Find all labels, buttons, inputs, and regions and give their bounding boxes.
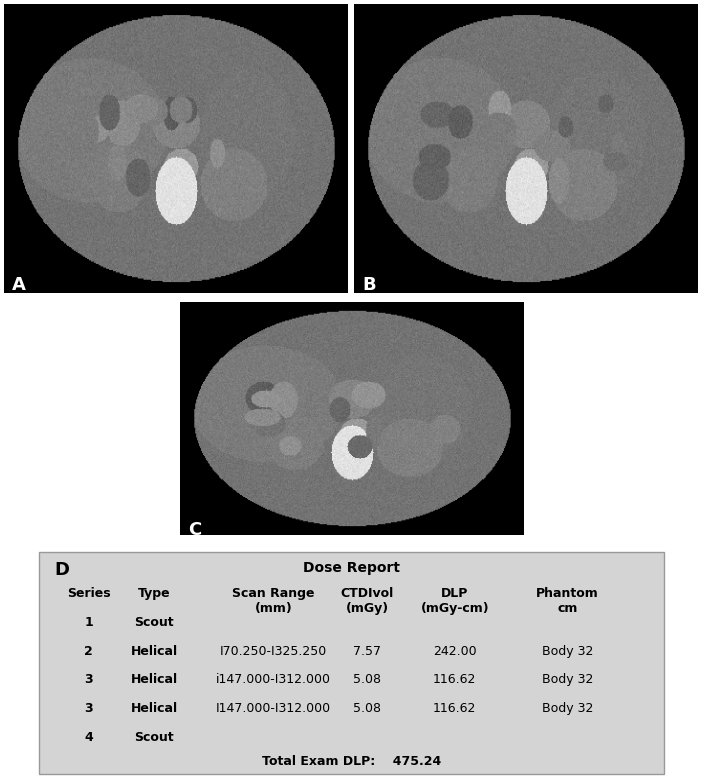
Text: 7.57: 7.57	[353, 644, 381, 657]
Text: C: C	[188, 521, 202, 539]
Text: D: D	[54, 561, 70, 580]
Text: 5.08: 5.08	[353, 703, 381, 715]
Text: 116.62: 116.62	[433, 674, 477, 686]
Text: Type: Type	[138, 587, 171, 600]
Text: Phantom
cm: Phantom cm	[536, 587, 599, 615]
Text: B: B	[362, 276, 376, 294]
Text: 116.62: 116.62	[433, 703, 477, 715]
Text: Series: Series	[67, 587, 110, 600]
Text: 5.08: 5.08	[353, 674, 381, 686]
FancyBboxPatch shape	[39, 552, 664, 774]
Text: Total Exam DLP:    475.24: Total Exam DLP: 475.24	[262, 755, 441, 769]
Text: CTDIvol
(mGy): CTDIvol (mGy)	[340, 587, 394, 615]
Text: Scout: Scout	[134, 731, 174, 744]
Text: A: A	[12, 276, 26, 294]
Text: Body 32: Body 32	[542, 674, 593, 686]
Text: Scan Range
(mm): Scan Range (mm)	[232, 587, 314, 615]
Text: Body 32: Body 32	[542, 644, 593, 657]
Text: Helical: Helical	[131, 644, 178, 657]
Text: Scout: Scout	[134, 615, 174, 629]
Text: Body 32: Body 32	[542, 703, 593, 715]
Text: i147.000-I312.000: i147.000-I312.000	[216, 674, 331, 686]
Text: 242.00: 242.00	[433, 644, 477, 657]
Text: 3: 3	[84, 674, 93, 686]
Text: DLP
(mGy-cm): DLP (mGy-cm)	[420, 587, 489, 615]
Text: 1: 1	[84, 615, 93, 629]
Text: 4: 4	[84, 731, 93, 744]
Text: 3: 3	[84, 703, 93, 715]
Text: Helical: Helical	[131, 703, 178, 715]
Text: I70.250-I325.250: I70.250-I325.250	[219, 644, 327, 657]
Text: Helical: Helical	[131, 674, 178, 686]
Text: I147.000-I312.000: I147.000-I312.000	[216, 703, 331, 715]
Text: 2: 2	[84, 644, 93, 657]
Text: Dose Report: Dose Report	[303, 561, 400, 575]
